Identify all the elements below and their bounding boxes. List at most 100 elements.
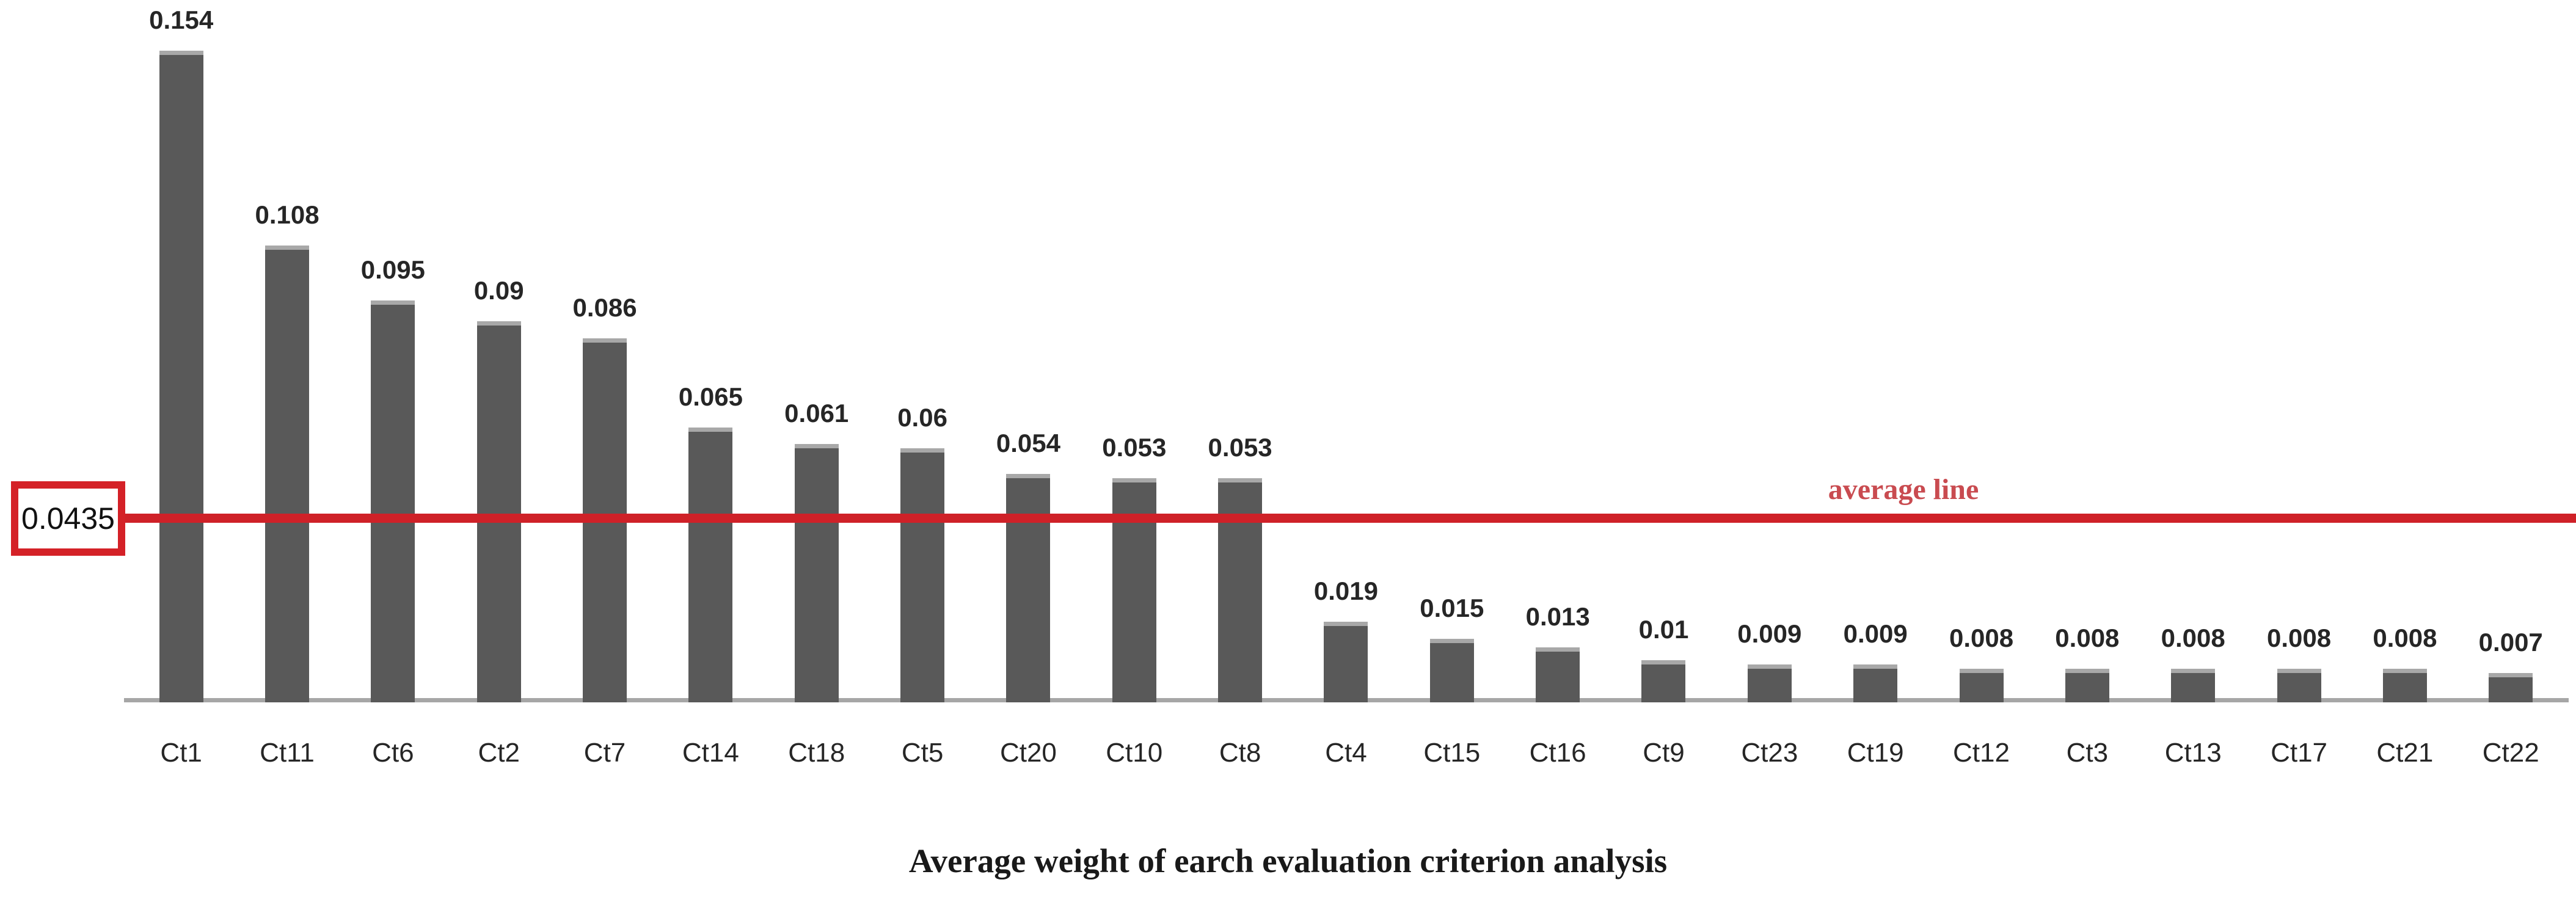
bar-slot: 0.053 <box>1187 51 1293 702</box>
chart-title: Average weight of earch evaluation crite… <box>908 842 1668 879</box>
bar-value-label: 0.06 <box>897 403 947 432</box>
bar-slot: 0.013 <box>1505 51 1610 702</box>
category-label: Ct16 <box>1529 738 1586 768</box>
bar-value-label: 0.009 <box>1843 619 1908 648</box>
bar-value-label: 0.008 <box>2161 623 2225 652</box>
bar-value-label: 0.053 <box>1208 432 1272 462</box>
bar-slot: 0.154 <box>128 5 234 702</box>
bar-value-label: 0.095 <box>360 255 425 284</box>
bar-value-label: 0.013 <box>1525 602 1590 631</box>
category-label: Ct2 <box>478 738 520 768</box>
bar <box>900 448 945 702</box>
bar-value-label: 0.01 <box>1638 614 1689 644</box>
category-label: Ct14 <box>682 738 739 768</box>
bar-slot: 0.015 <box>1399 51 1505 702</box>
category-label: Ct20 <box>999 738 1057 768</box>
bar <box>1112 478 1156 702</box>
bar <box>1006 473 1051 702</box>
bar-value-label: 0.007 <box>2478 627 2543 657</box>
bar-value-label: 0.054 <box>996 428 1060 457</box>
average-line-label: average line <box>1828 473 1979 506</box>
bar-slot: 0.053 <box>1081 51 1187 702</box>
bar-value-label: 0.015 <box>1420 594 1484 623</box>
bars-container: 0.154 0.108 0.095 0.09 0.086 0.065 0.061 0.06 0.… <box>128 5 2564 702</box>
category-label: Ct17 <box>2271 738 2328 768</box>
bar <box>2277 668 2321 702</box>
bar <box>1747 664 1792 702</box>
category-label: Ct18 <box>788 738 845 768</box>
category-label: Ct12 <box>1953 738 2010 768</box>
bar-value-label: 0.009 <box>1737 619 1802 648</box>
category-label: Ct22 <box>2482 738 2539 768</box>
bar <box>1324 622 1368 702</box>
bar-slot: 0.008 <box>2352 51 2457 702</box>
bar <box>1536 647 1580 702</box>
bar-slot: 0.061 <box>764 51 869 702</box>
category-label: Ct13 <box>2164 738 2222 768</box>
bar-slot: 0.008 <box>1928 51 2034 702</box>
bar <box>1429 639 1474 702</box>
bar <box>2171 668 2216 702</box>
category-label: Ct1 <box>160 738 202 768</box>
bar-value-label: 0.008 <box>2373 623 2437 652</box>
category-label: Ct21 <box>2376 738 2434 768</box>
x-axis-labels: Ct1 Ct11 Ct6 Ct2 Ct7 Ct14 Ct18 Ct5 Ct20 Ct10 Ct8 Ct… <box>128 738 2564 774</box>
bar-value-label: 0.065 <box>678 382 743 411</box>
category-label: Ct7 <box>583 738 626 768</box>
category-label: Ct15 <box>1423 738 1481 768</box>
bar-slot: 0.09 <box>446 51 552 702</box>
average-value-box: 0.0435 <box>11 481 125 556</box>
bar-slot: 0.01 <box>1611 51 1717 702</box>
bar <box>371 300 415 702</box>
bar-slot: 0.008 <box>2246 51 2352 702</box>
category-label: Ct8 <box>1219 738 1261 768</box>
average-value-label: 0.0435 <box>21 501 115 536</box>
bar <box>1959 668 2004 702</box>
bar <box>794 444 839 702</box>
bar-slot: 0.007 <box>2458 51 2564 702</box>
bar-value-label: 0.086 <box>572 293 637 322</box>
bar-value-label: 0.09 <box>473 276 524 305</box>
bar-slot: 0.009 <box>1717 51 1822 702</box>
average-line <box>125 514 2576 523</box>
bar <box>2065 668 2109 702</box>
category-label: Ct3 <box>2066 738 2109 768</box>
bar-slot: 0.008 <box>2140 51 2246 702</box>
bar <box>688 427 733 702</box>
plot-area: 0.154 0.108 0.095 0.09 0.086 0.065 0.061 0.06 0.… <box>11 5 2576 702</box>
bar-slot: 0.086 <box>552 51 657 702</box>
category-label: Ct11 <box>260 738 315 768</box>
bar <box>159 51 203 702</box>
category-label: Ct10 <box>1106 738 1163 768</box>
bar <box>2382 668 2427 702</box>
bar <box>2489 672 2533 702</box>
bar-value-label: 0.108 <box>255 200 319 229</box>
bar <box>476 321 521 702</box>
bar <box>265 245 310 702</box>
bar-value-label: 0.019 <box>1313 577 1379 606</box>
bar-slot: 0.009 <box>1823 51 1928 702</box>
category-label: Ct5 <box>901 738 944 768</box>
bar-slot: 0.008 <box>2034 51 2140 702</box>
bar-slot: 0.108 <box>234 51 340 702</box>
category-label: Ct19 <box>1847 738 1904 768</box>
bar-value-label: 0.008 <box>1949 623 2014 652</box>
bar <box>1853 664 1898 702</box>
bar <box>1218 478 1263 702</box>
bar-slot: 0.054 <box>976 51 1081 702</box>
bar-value-label: 0.008 <box>2266 623 2332 652</box>
bar <box>1641 660 1686 702</box>
category-label: Ct4 <box>1325 738 1367 768</box>
category-label: Ct23 <box>1741 738 1798 768</box>
bar-slot: 0.095 <box>340 51 446 702</box>
bar-value-label: 0.008 <box>2055 623 2120 652</box>
category-label: Ct6 <box>372 738 414 768</box>
bar-value-label: 0.154 <box>149 5 214 34</box>
bar-slot: 0.065 <box>658 51 764 702</box>
bar-slot: 0.019 <box>1293 51 1399 702</box>
bar-value-label: 0.053 <box>1102 432 1167 462</box>
bar-value-label: 0.061 <box>784 399 849 428</box>
category-label: Ct9 <box>1643 738 1685 768</box>
bar-slot: 0.06 <box>869 51 975 702</box>
